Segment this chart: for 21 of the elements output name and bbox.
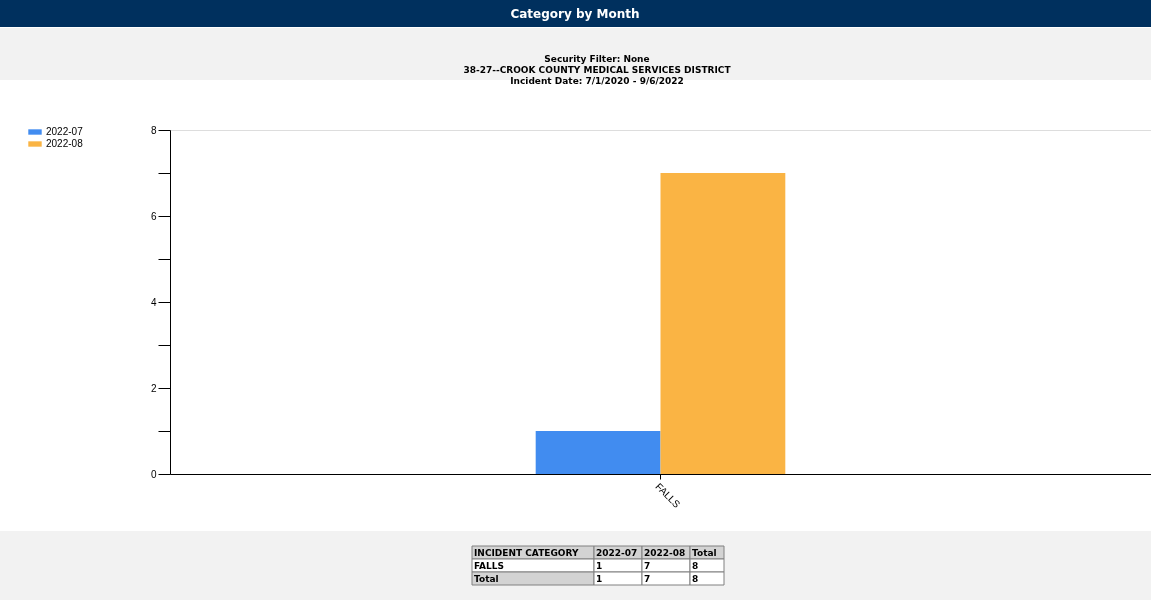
text: 2022-08 (644, 548, 686, 558)
y-tick-label: 4 (150, 296, 157, 308)
y-tick-label: 0 (150, 468, 157, 480)
chart-title: Category by Month (510, 7, 640, 21)
text: 8 (692, 561, 699, 571)
text: 7 (644, 574, 651, 584)
legend-label: 2022-08 (46, 138, 84, 149)
text: 8 (692, 574, 699, 584)
text: 7 (644, 561, 651, 571)
y-tick-label: 2 (150, 382, 157, 394)
text: FALLS (474, 561, 505, 571)
text: 1 (596, 561, 603, 571)
text: INCIDENT CATEGORY (474, 548, 579, 558)
text: Total (474, 574, 499, 584)
legend-label: 2022-07 (46, 126, 84, 137)
y-tick-label: 8 (150, 124, 157, 136)
text: 2022-07 (596, 548, 638, 558)
y-tick-label: 6 (150, 210, 157, 222)
text: Total (692, 548, 717, 558)
chart-subtitle: Security Filter: None 38-27--CROOK COUNTY MEDICAL SERVICES DISTRICT Incident Date: 7/1/2020 - 9/6/2022 (463, 54, 732, 86)
text: 1 (596, 574, 603, 584)
